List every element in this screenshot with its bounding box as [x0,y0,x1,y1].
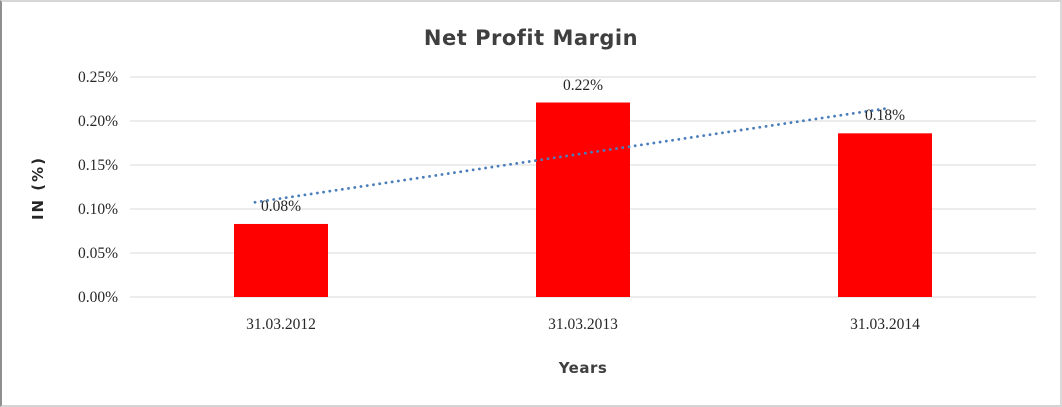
data-label: 0.08% [260,197,302,215]
data-label: 0.22% [562,76,604,94]
x-tick-label: 31.03.2013 [548,316,618,333]
y-tick-label: 0.20% [77,112,118,130]
y-tick-label: 0.15% [77,156,118,174]
chart-title: Net Profit Margin [423,26,639,50]
y-tick-label: 0.10% [77,200,118,218]
bar [234,223,328,297]
x-tick-label: 31.03.2014 [850,316,920,333]
bar [838,133,932,297]
x-tick-label: 31.03.2012 [246,316,316,333]
data-label: 0.18% [864,107,906,125]
bar [536,102,630,298]
x-axis-title: Years [558,359,608,377]
y-tick-label: 0.00% [77,288,118,306]
y-tick-label: 0.05% [77,244,118,262]
trendline [253,107,887,204]
y-tick-label: 0.25% [77,68,118,86]
